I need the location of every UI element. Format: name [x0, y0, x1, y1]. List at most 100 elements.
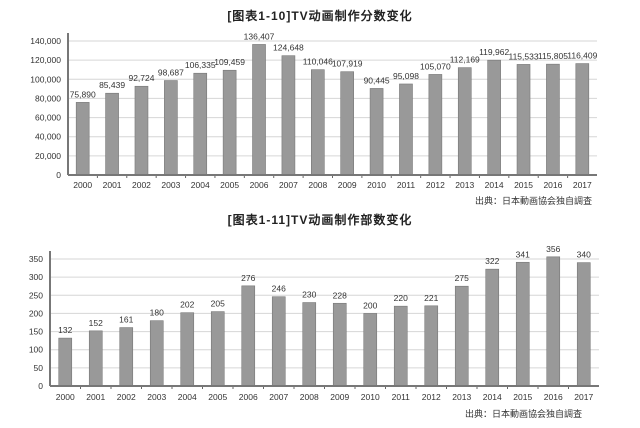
- chart-2-x-tick-label: 2003: [147, 392, 166, 402]
- chart-1-title: [图表1-10]TV动画制作分数变化: [227, 9, 413, 23]
- chart-2-value-label: 276: [241, 273, 255, 283]
- chart-2-value-label: 356: [546, 244, 560, 254]
- chart-2-bar-2006: [241, 285, 256, 387]
- chart-1-bar-2009: [340, 71, 354, 176]
- chart-2-y-tick-label: 250: [29, 290, 43, 300]
- chart-2-bar-2003: [149, 320, 164, 387]
- chart-1-value-label: 90,445: [364, 75, 390, 85]
- chart-2-y-tick-label: 0: [38, 381, 43, 391]
- chart-2-x-tick-label: 2013: [452, 392, 471, 402]
- chart-1-value-label: 110,046: [303, 57, 333, 67]
- chart-2-x-tick-label: 2010: [361, 392, 380, 402]
- chart-2-bar-2010: [363, 313, 378, 387]
- chart-2-bar-2008: [302, 302, 317, 387]
- chart-2-x-tick-label: 2012: [422, 392, 441, 402]
- chart-2-value-label: 202: [180, 300, 194, 310]
- chart-1-value-label: 115,533: [508, 51, 538, 61]
- chart-1-x-tick-label: 2016: [543, 180, 562, 190]
- chart-1-value-label: 124,648: [273, 43, 304, 53]
- chart-2-bar-2012: [424, 305, 439, 387]
- chart-2-x-tick-label: 2016: [544, 392, 563, 402]
- chart-1-value-label: 116,409: [567, 51, 597, 61]
- chart-2-x-tick-label: 2001: [86, 392, 105, 402]
- chart-1-x-tick-label: 2015: [514, 180, 533, 190]
- chart-2-y-tick-label: 50: [34, 363, 44, 373]
- chart-1-bar-2012: [428, 74, 443, 176]
- chart-1-bar-2010: [369, 88, 384, 176]
- chart-2-value-label: 220: [394, 293, 408, 303]
- chart-2-bar-2016: [546, 256, 561, 387]
- chart-1-bar-2001: [105, 92, 119, 176]
- chart-1-x-tick-label: 2013: [455, 180, 474, 190]
- chart-2-bar-2017: [576, 262, 591, 387]
- chart-1-x-tick-label: 2005: [220, 180, 239, 190]
- chart-1-bar-2017: [575, 63, 590, 176]
- chart-2-y-tick-label: 200: [29, 308, 43, 318]
- chart-2-value-label: 322: [485, 256, 499, 266]
- chart-2-bar-2014: [485, 268, 500, 387]
- chart-1-value-label: 85,439: [99, 80, 125, 90]
- chart-2-x-tick-label: 2005: [208, 392, 227, 402]
- chart-2-y-tick-label: 150: [29, 327, 43, 337]
- chart-2-x-tick-label: 2002: [117, 392, 136, 402]
- chart-1-bar-2005: [222, 69, 237, 176]
- chart-2-x-tick-label: 2009: [330, 392, 349, 402]
- chart-1-x-tick-label: 2000: [73, 180, 92, 190]
- chart-2-value-label: 132: [58, 325, 72, 335]
- chart-1-x-tick-label: 2017: [573, 180, 592, 190]
- chart-1-bar-2003: [164, 80, 178, 176]
- chart-1-bar-2011: [399, 83, 413, 176]
- chart-2-bar-2005: [210, 311, 225, 387]
- chart-1-y-tick-label: 40,000: [35, 132, 61, 142]
- chart-1-bar-2000: [75, 102, 90, 176]
- chart-1-value-label: 95,098: [393, 71, 419, 81]
- chart-1-x-tick-label: 2001: [103, 180, 122, 190]
- chart-2-bar-2007: [271, 296, 286, 387]
- chart-2-title: [图表1-11]TV动画制作部数变化: [227, 213, 413, 227]
- chart-1-bar-2007: [281, 55, 296, 176]
- chart-1-y-tick-label: 80,000: [35, 93, 61, 103]
- chart-1-value-label: 92,724: [128, 73, 154, 83]
- chart-1-source: 出典：日本動画協会独自調査: [474, 196, 592, 206]
- chart-1-value-label: 112,169: [450, 55, 480, 65]
- chart-1-value-label: 119,962: [479, 47, 509, 57]
- chart-2-source: 出典：日本動画協会独自調査: [464, 409, 582, 419]
- chart-1-x-tick-label: 2009: [338, 180, 357, 190]
- chart-1-y-tick-label: 100,000: [30, 74, 61, 84]
- chart-1-bar-2014: [487, 59, 501, 176]
- chart-1-x-tick-label: 2011: [397, 180, 416, 190]
- chart-1-y-tick-label: 60,000: [35, 113, 61, 123]
- chart-2-x-tick-label: 2011: [392, 392, 411, 402]
- chart-1-x-tick-label: 2008: [308, 180, 327, 190]
- chart-2-value-label: 275: [455, 273, 469, 283]
- chart-1-bar-2008: [311, 69, 325, 176]
- chart-1-x-tick-label: 2003: [161, 180, 180, 190]
- chart-1-x-tick-label: 2010: [367, 180, 386, 190]
- chart-1-x-tick-label: 2006: [250, 180, 269, 190]
- chart-1-bar-2006: [252, 44, 266, 176]
- chart-2-value-label: 180: [150, 308, 164, 318]
- chart-2-x-tick-label: 2014: [483, 392, 502, 402]
- chart-1-bar-2016: [546, 63, 560, 176]
- chart-1-y-tick-label: 120,000: [30, 55, 61, 65]
- chart-2-x-tick-label: 2008: [300, 392, 319, 402]
- chart-1-value-label: 107,919: [332, 59, 363, 69]
- chart-2-x-tick-label: 2004: [178, 392, 197, 402]
- chart-1-value-label: 109,459: [214, 57, 245, 67]
- chart-2-bar-2011: [393, 305, 408, 387]
- chart-2-bar-2002: [119, 327, 134, 387]
- chart-1-x-tick-label: 2002: [132, 180, 151, 190]
- chart-2-value-label: 200: [363, 300, 377, 310]
- chart-2-value-label: 230: [302, 290, 316, 300]
- chart-2-value-label: 205: [211, 299, 225, 309]
- chart-2-value-label: 152: [89, 318, 103, 328]
- chart-1-value-label: 105,070: [420, 61, 451, 71]
- chart-1-value-label: 136,407: [244, 31, 275, 41]
- chart-2-bar-2015: [515, 261, 530, 387]
- chart-2-y-tick-label: 350: [29, 254, 43, 264]
- chart-1-y-tick-label: 0: [56, 170, 61, 180]
- chart-2-bar-2004: [180, 312, 195, 387]
- chart-1-y-tick-label: 140,000: [30, 36, 61, 46]
- chart-2-y-tick-label: 300: [29, 272, 43, 282]
- chart-2-bar-2000: [58, 337, 73, 387]
